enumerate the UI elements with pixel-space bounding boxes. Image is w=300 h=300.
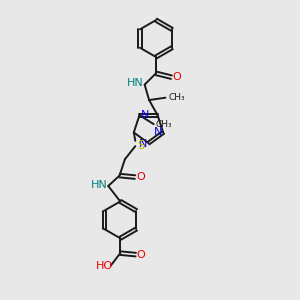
Text: N: N [154, 127, 162, 137]
Text: O: O [137, 250, 146, 260]
Text: CH₃: CH₃ [155, 120, 172, 129]
Text: HO: HO [96, 261, 113, 271]
Text: HN: HN [128, 78, 144, 88]
Text: O: O [136, 172, 145, 182]
Text: O: O [172, 72, 181, 82]
Text: S: S [137, 139, 144, 152]
Text: N: N [141, 110, 149, 120]
Text: N: N [139, 139, 147, 149]
Text: CH₃: CH₃ [168, 93, 185, 102]
Text: HN: HN [91, 180, 108, 190]
